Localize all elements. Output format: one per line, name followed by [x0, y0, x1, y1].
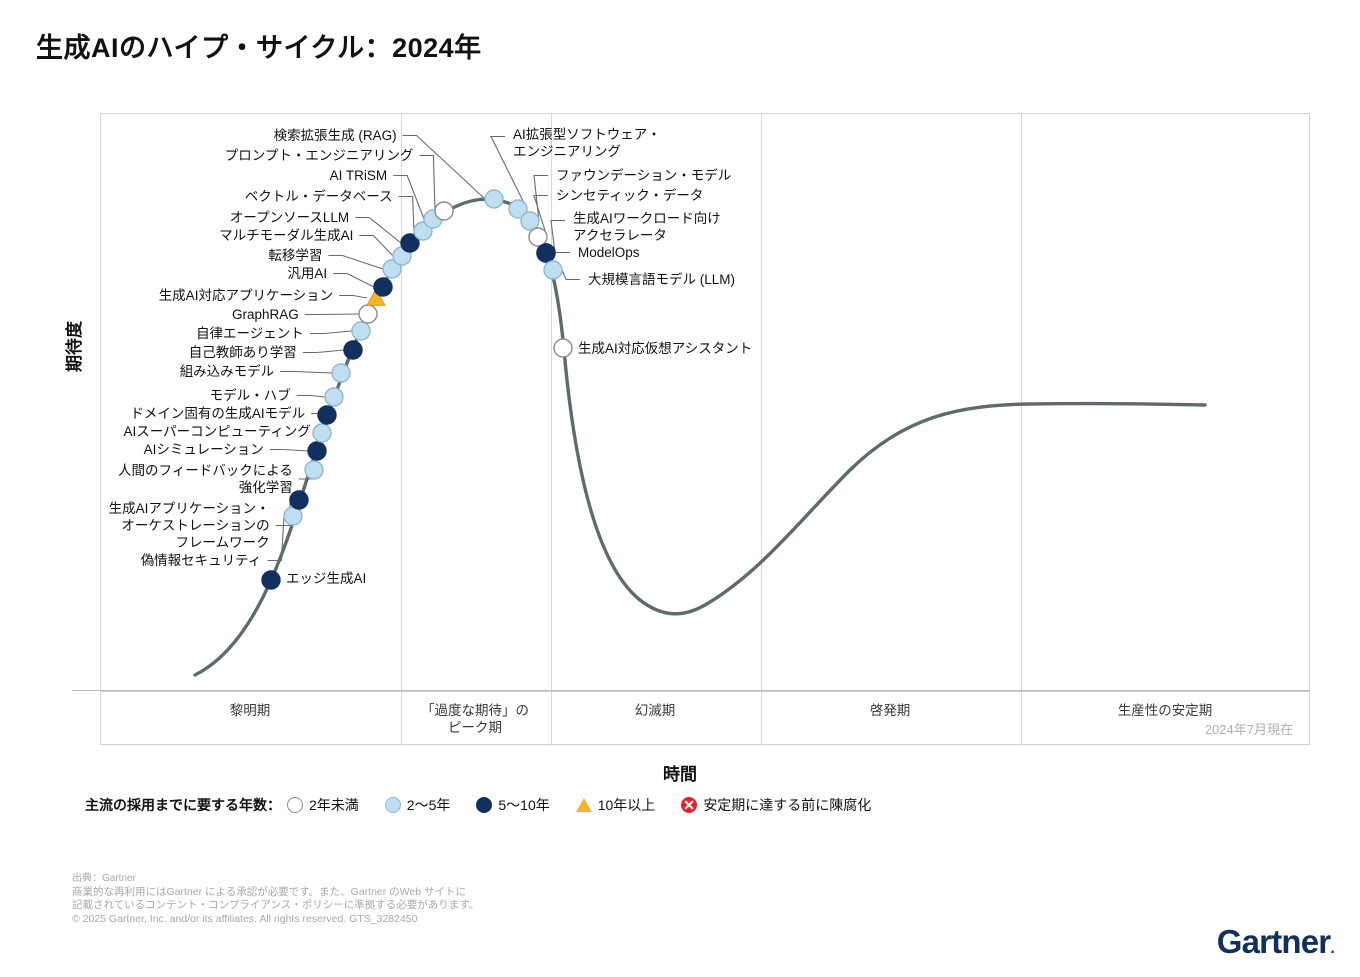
- technology-label[interactable]: AI TRiSM: [329, 168, 388, 183]
- technology-label[interactable]: AI拡張型ソフトウェア・ エンジニアリング: [513, 127, 661, 159]
- phase-label-line: 啓発期: [869, 703, 911, 718]
- technology-label[interactable]: ベクトル・データベース: [244, 189, 393, 204]
- legend-item-2-to-5-years[interactable]: 2～5年: [384, 795, 451, 815]
- legend-item-under-2-years[interactable]: 2年未満: [287, 795, 359, 815]
- technology-label[interactable]: エッジ生成AI: [286, 571, 367, 586]
- circle-lightblue-icon: [384, 797, 401, 813]
- technology-label[interactable]: オープンソースLLM: [229, 210, 350, 225]
- technology-label[interactable]: 転移学習: [268, 248, 323, 263]
- phase-label: 啓発期: [780, 702, 1000, 719]
- footer-copyright: © 2025 Gartner, Inc. and/or its affiliat…: [72, 912, 418, 925]
- technology-label[interactable]: 自律エージェント: [196, 326, 304, 341]
- technology-label[interactable]: AIシミュレーション: [143, 442, 264, 457]
- technology-label[interactable]: 自己教師あり学習: [188, 345, 297, 360]
- legend-item-over-10-years[interactable]: 10年以上: [575, 795, 656, 815]
- technology-label[interactable]: 偽情報セキュリティ: [140, 553, 262, 568]
- circle-navy-icon: [476, 797, 493, 813]
- footer-notes: 出典：Gartner 商業的な再利用にはGartner による承認が必要です。ま…: [72, 872, 479, 926]
- legend-label: 2～5年: [406, 797, 451, 813]
- phase-label: 生産性の安定期: [1055, 702, 1275, 719]
- logo-text: Gartner: [1216, 923, 1331, 960]
- technology-label[interactable]: モデル・ハブ: [209, 388, 291, 403]
- legend: 主流の採用までに要する年数： 2年未満 2～5年 5～10年 10年以上 安定期…: [85, 795, 897, 815]
- phase-label: 黎明期: [140, 702, 360, 719]
- legend-label: 安定期に達する前に陳腐化: [703, 797, 872, 813]
- legend-item-5-to-10-years[interactable]: 5～10年: [476, 795, 550, 815]
- technology-label[interactable]: 検索拡張生成 (RAG): [273, 128, 397, 143]
- phase-divider: [551, 114, 552, 746]
- triangle-orange-icon: [575, 798, 592, 812]
- legend-label: 2年未満: [309, 797, 359, 813]
- technology-label[interactable]: 生成AI対応アプリケーション: [158, 288, 334, 303]
- footer-source: 出典：Gartner: [72, 873, 136, 884]
- technology-label[interactable]: 生成AIワークロード向け アクセラレータ: [573, 211, 721, 243]
- phase-divider: [761, 114, 762, 746]
- x-axis-label: 時間: [663, 765, 697, 784]
- technology-label[interactable]: シンセティック・データ: [556, 188, 704, 203]
- technology-label[interactable]: プロンプト・エンジニアリング: [224, 148, 414, 163]
- legend-label: 5～10年: [498, 797, 550, 813]
- phase-label-line: 黎明期: [229, 703, 271, 718]
- phase-label: 「過度な期待」の ピーク期: [365, 702, 585, 736]
- technology-label[interactable]: ファウンデーション・モデル: [556, 168, 732, 183]
- footer-line-2: 記載されているコンテント・コンプライアンス・ポリシーに準拠する必要があります。: [72, 899, 480, 911]
- legend-label: 10年以上: [597, 797, 656, 813]
- phase-label-line: 生産性の安定期: [1117, 703, 1213, 718]
- phase-axis-band: [100, 691, 1310, 745]
- phase-divider: [1021, 114, 1022, 746]
- page-title: 生成AIのハイプ・サイクル：2024年: [36, 33, 482, 63]
- technology-label[interactable]: 組み込みモデル: [179, 364, 275, 379]
- legend-item-obsolete[interactable]: 安定期に達する前に陳腐化: [681, 795, 871, 815]
- technology-label[interactable]: 生成AIアプリケーション・ オーケストレーションの フレームワーク: [108, 501, 270, 550]
- circle-white-icon: [287, 797, 303, 813]
- technology-label[interactable]: ModelOps: [578, 245, 640, 260]
- technology-label[interactable]: GraphRAG: [232, 307, 299, 322]
- technology-label[interactable]: ドメイン固有の生成AIモデル: [130, 406, 306, 421]
- gartner-logo: Gartner.: [1216, 923, 1335, 961]
- technology-label[interactable]: 生成AI対応仮想アシスタント: [578, 341, 753, 356]
- axis-baseline: [72, 690, 1310, 691]
- technology-label[interactable]: 大規模言語モデル (LLM): [588, 272, 736, 287]
- technology-label[interactable]: 汎用AI: [287, 266, 328, 281]
- technology-label[interactable]: AIスーパーコンピューティング: [123, 424, 311, 439]
- phase-label: 幻滅期: [545, 702, 765, 719]
- phase-divider: [401, 114, 402, 746]
- phase-label-line: 幻滅期: [634, 703, 676, 718]
- legend-title: 主流の採用までに要する年数：: [85, 797, 281, 813]
- as-of-date: 2024年7月現在: [1204, 722, 1293, 737]
- footer-line-1: 商業的な再利用にはGartner による承認が必要です。また、Gartner の…: [72, 885, 466, 898]
- phase-label-line: ピーク期: [448, 720, 502, 735]
- phase-label-line: 「過度な期待」の: [421, 703, 529, 718]
- obsolete-x-icon: [681, 797, 698, 813]
- technology-label[interactable]: マルチモーダル生成AI: [219, 228, 354, 243]
- logo-registered-mark: .: [1330, 940, 1334, 957]
- technology-label[interactable]: 人間のフィードバックによる 強化学習: [117, 463, 293, 495]
